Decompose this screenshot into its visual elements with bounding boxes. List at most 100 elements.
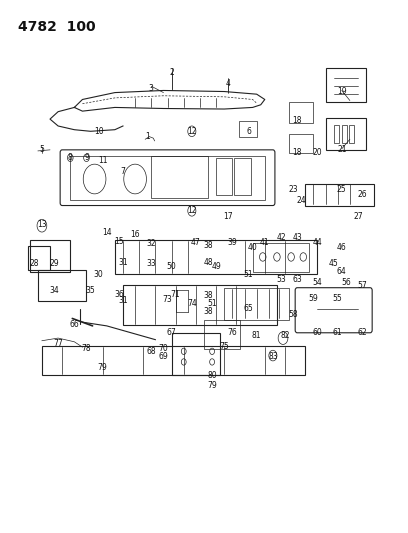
Bar — [172, 333, 220, 375]
Text: 59: 59 — [308, 294, 318, 303]
Text: 83: 83 — [268, 352, 278, 361]
Text: 71: 71 — [171, 289, 180, 298]
Bar — [216, 158, 233, 195]
Text: 58: 58 — [288, 310, 298, 319]
Text: 51: 51 — [244, 270, 253, 279]
Text: 27: 27 — [353, 212, 363, 221]
Text: 81: 81 — [252, 331, 262, 340]
Text: 65: 65 — [244, 304, 253, 313]
Text: 50: 50 — [167, 262, 176, 271]
Text: 54: 54 — [313, 278, 322, 287]
Text: 38: 38 — [203, 307, 213, 316]
Bar — [38, 270, 86, 301]
Bar — [349, 125, 354, 143]
Bar — [335, 125, 339, 143]
Text: 79: 79 — [207, 381, 217, 390]
Text: 51: 51 — [207, 299, 217, 308]
Text: 55: 55 — [333, 294, 343, 303]
Text: 33: 33 — [146, 260, 156, 268]
Bar — [115, 240, 317, 274]
Text: 1: 1 — [145, 132, 150, 141]
Text: 21: 21 — [337, 146, 346, 155]
Text: 82: 82 — [280, 331, 290, 340]
Text: 70: 70 — [159, 344, 169, 353]
Text: 77: 77 — [53, 339, 63, 348]
Text: 67: 67 — [167, 328, 176, 337]
Text: 34: 34 — [49, 286, 59, 295]
Text: 38: 38 — [203, 291, 213, 300]
Bar — [234, 158, 251, 195]
Text: 32: 32 — [146, 239, 156, 248]
Text: 18: 18 — [293, 148, 302, 157]
Text: 15: 15 — [114, 237, 124, 246]
Text: 44: 44 — [313, 238, 322, 247]
Text: 23: 23 — [288, 185, 298, 194]
Bar — [305, 184, 374, 206]
Bar — [326, 118, 366, 150]
Text: 57: 57 — [357, 280, 367, 289]
Text: 78: 78 — [82, 344, 91, 353]
Text: 29: 29 — [49, 260, 59, 268]
Text: 16: 16 — [130, 230, 140, 239]
Text: 60: 60 — [313, 328, 322, 337]
Text: 64: 64 — [337, 268, 347, 276]
Text: 66: 66 — [69, 320, 79, 329]
Bar — [326, 68, 366, 102]
Text: 75: 75 — [220, 342, 229, 351]
Text: 41: 41 — [260, 238, 270, 247]
Text: 18: 18 — [293, 116, 302, 125]
Text: 40: 40 — [248, 244, 257, 253]
Text: 9: 9 — [84, 154, 89, 163]
Bar — [30, 240, 70, 272]
Text: 26: 26 — [357, 190, 367, 199]
Text: 79: 79 — [98, 363, 108, 372]
Bar — [70, 156, 265, 200]
Bar — [28, 246, 50, 270]
Text: 49: 49 — [211, 262, 221, 271]
Text: 63: 63 — [292, 275, 302, 284]
Bar — [204, 319, 240, 349]
Text: 28: 28 — [29, 260, 39, 268]
Text: 31: 31 — [118, 258, 128, 266]
Text: 20: 20 — [313, 148, 322, 157]
Bar — [123, 285, 277, 325]
Text: 80: 80 — [207, 370, 217, 379]
Text: 46: 46 — [337, 244, 347, 253]
Text: 68: 68 — [146, 347, 156, 356]
Bar — [342, 125, 347, 143]
Text: 43: 43 — [292, 233, 302, 242]
Bar — [289, 134, 313, 152]
Text: 74: 74 — [187, 299, 197, 308]
Text: 39: 39 — [228, 238, 237, 247]
Text: 17: 17 — [224, 212, 233, 221]
Text: 35: 35 — [86, 286, 95, 295]
Bar — [151, 156, 208, 198]
Text: 56: 56 — [341, 278, 351, 287]
Text: 48: 48 — [203, 258, 213, 266]
Text: 31: 31 — [118, 296, 128, 305]
Bar — [289, 102, 313, 123]
Text: 47: 47 — [191, 238, 201, 247]
Text: 12: 12 — [187, 206, 197, 215]
Text: 45: 45 — [329, 260, 339, 268]
Text: 7: 7 — [120, 166, 125, 175]
Text: 19: 19 — [337, 87, 346, 96]
Text: 11: 11 — [98, 156, 107, 165]
Text: 2: 2 — [169, 68, 174, 77]
Text: 42: 42 — [276, 233, 286, 242]
Text: 69: 69 — [159, 352, 169, 361]
Text: 25: 25 — [337, 185, 346, 194]
Text: 30: 30 — [94, 270, 104, 279]
Text: 13: 13 — [37, 220, 47, 229]
Text: 62: 62 — [357, 328, 367, 337]
Text: 36: 36 — [114, 289, 124, 298]
Bar — [239, 120, 257, 136]
Text: 38: 38 — [203, 241, 213, 250]
Text: 3: 3 — [149, 84, 154, 93]
Bar — [42, 346, 305, 375]
Text: 12: 12 — [187, 127, 197, 136]
Text: 24: 24 — [297, 196, 306, 205]
Text: 5: 5 — [40, 146, 44, 155]
Text: 73: 73 — [163, 295, 173, 304]
Bar — [224, 288, 289, 319]
